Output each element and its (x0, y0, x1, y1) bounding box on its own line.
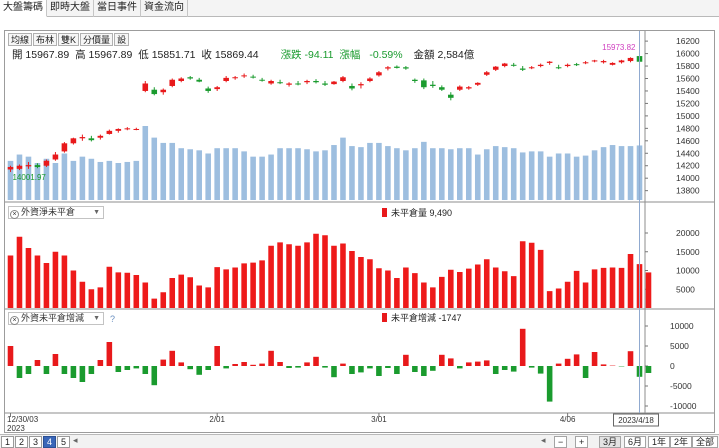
tab-market-chips[interactable]: 大盤籌碼 (0, 0, 47, 17)
open-value: 開 15967.89 (12, 49, 70, 61)
high-value: 高 15967.89 (75, 49, 133, 61)
low-value: 低 15851.71 (138, 49, 196, 61)
quote-line: 開 15967.89 高 15967.89 低 15851.71 收 15869… (12, 47, 477, 62)
zoom-out-icon: − (558, 437, 564, 447)
scroll-left-icon[interactable]: ◂ (541, 435, 546, 445)
range-1y-button[interactable]: 1年 (648, 436, 671, 448)
chart-frame (4, 30, 715, 433)
page-3-button[interactable]: 3 (29, 436, 42, 448)
oi-change-indicator-select[interactable]: × 外資未平倉增減 ▼ (8, 312, 104, 325)
ma-button[interactable]: 均線 (8, 33, 33, 46)
tab-daily-events[interactable]: 當日事件 (94, 0, 141, 17)
page-5-button[interactable]: 5 (57, 436, 70, 448)
oi-legend: 未平倉量 9,490 (382, 206, 452, 219)
help-icon[interactable]: ? (110, 314, 116, 324)
oi-change-legend-swatch (382, 313, 387, 322)
range-2y-button[interactable]: 2年 (670, 436, 693, 448)
oi-change-legend-text: 未平倉增減 -1747 (391, 313, 462, 323)
tab-realtime-market[interactable]: 即時大盤 (47, 0, 94, 17)
zoom-out-button[interactable]: − (554, 436, 568, 448)
tab-fund-flow[interactable]: 資金流向 (141, 0, 188, 17)
indicator-toolbar: 均線 布林 雙K 分價量 設 (8, 33, 130, 46)
oi-indicator-select[interactable]: × 外資淨未平倉 ▼ (8, 206, 104, 219)
page-1-button[interactable]: 1 (1, 436, 14, 448)
change-value: 漲跌 -94.11 (280, 49, 334, 61)
zoom-in-icon: + (579, 437, 585, 447)
range-6m-button[interactable]: 6月 (624, 436, 647, 448)
bollinger-button[interactable]: 布林 (33, 33, 58, 46)
oi-change-legend: 未平倉增減 -1747 (382, 311, 462, 324)
close-icon[interactable]: × (10, 210, 19, 219)
top-tab-bar: 大盤籌碼 即時大盤 當日事件 資金流向 (0, 0, 719, 17)
price-volume-button[interactable]: 分價量 (80, 33, 114, 46)
chevron-down-icon: ▼ (93, 209, 100, 216)
chevron-down-icon: ▼ (93, 315, 100, 322)
page-4-button[interactable]: 4 (43, 436, 56, 448)
change-pct-value: -0.59% (369, 49, 403, 61)
close-icon[interactable]: × (10, 316, 19, 325)
oi-change-indicator-label: 外資未平倉增減 (21, 313, 85, 323)
oi-legend-swatch (382, 208, 387, 217)
settings-button[interactable]: 設 (114, 33, 130, 46)
oi-indicator-label: 外資淨未平倉 (21, 207, 76, 217)
amount-value: 金額 2,584億 (413, 49, 475, 61)
oi-legend-text: 未平倉量 9,490 (391, 208, 453, 218)
zoom-in-button[interactable]: + (575, 436, 589, 448)
scroll-left-icon[interactable]: ◂ (73, 435, 78, 445)
close-value: 收 15869.44 (201, 49, 259, 61)
double-k-button[interactable]: 雙K (58, 33, 80, 46)
bottom-bar: 1 2 3 4 5 ◂ ◂ − + 3月 6月 1年 2年 全部 (0, 434, 719, 448)
page-2-button[interactable]: 2 (15, 436, 28, 448)
range-all-button[interactable]: 全部 (692, 436, 719, 448)
range-3m-button[interactable]: 3月 (599, 436, 622, 448)
change-pct-label: 漲幅 (339, 49, 361, 61)
